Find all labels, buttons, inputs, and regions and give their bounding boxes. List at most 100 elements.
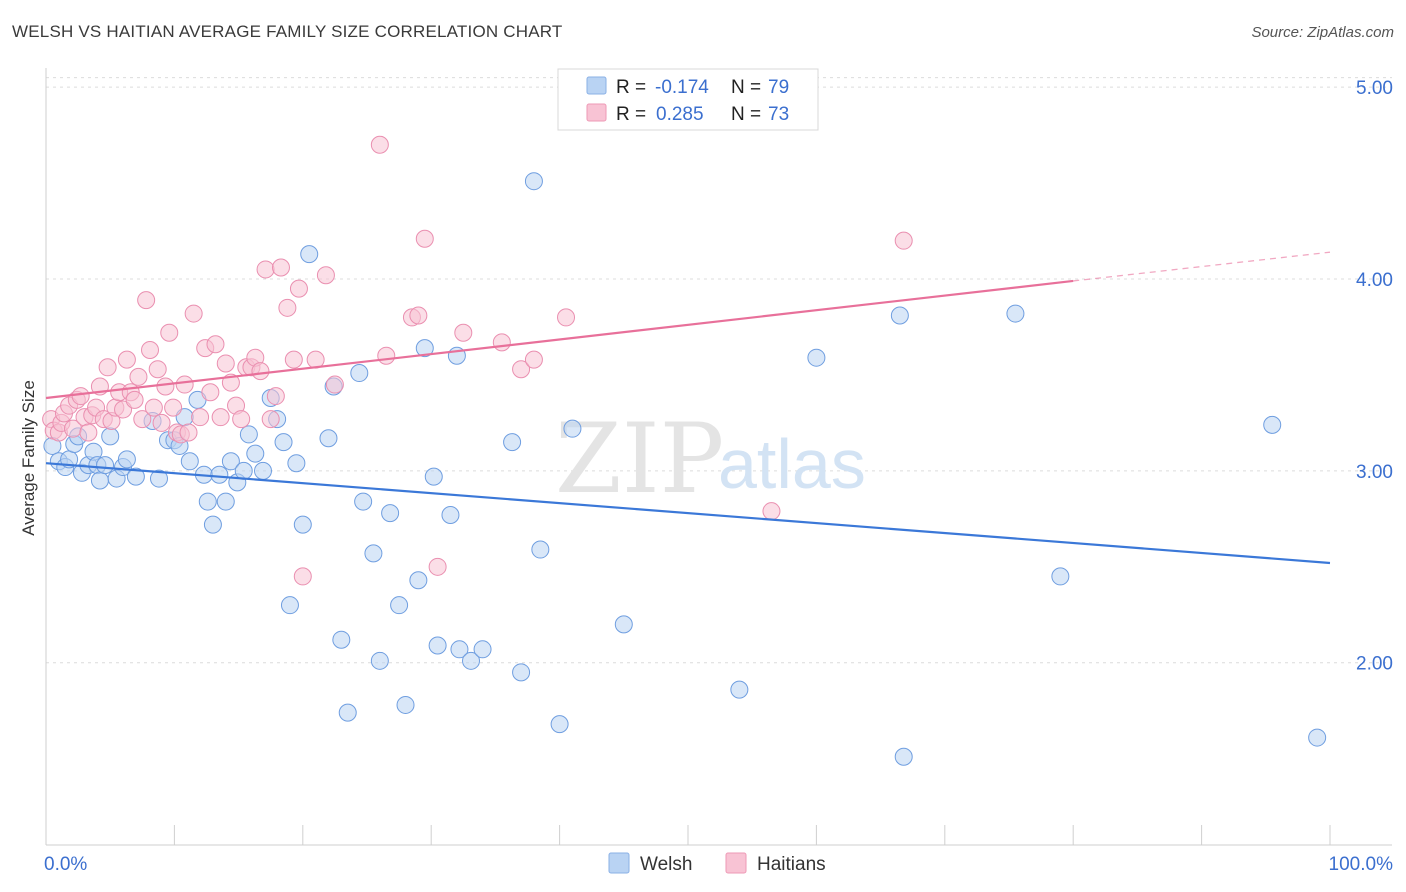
haitians-point [762, 502, 781, 521]
haitians-point [377, 346, 396, 365]
series-legend: Welsh Haitians [608, 852, 826, 875]
haitians-trend-line [45, 279, 1074, 400]
haitians-point [164, 398, 183, 417]
y-tick-label: 2.00 [1356, 654, 1393, 675]
haitians-point [409, 306, 428, 325]
welsh-point [614, 615, 633, 634]
legend-swatch-haitians [586, 103, 607, 122]
y-tick-label: 5.00 [1356, 78, 1393, 99]
haitians-trend-extension [1073, 251, 1331, 282]
haitians-points [42, 135, 913, 586]
haitians-point [894, 231, 913, 250]
haitians-point [557, 308, 576, 327]
y-axis-label: Average Family Size [19, 380, 38, 536]
welsh-point [441, 506, 460, 525]
haitians-point [160, 323, 179, 342]
haitians-point [271, 258, 290, 277]
haitians-point [512, 360, 531, 379]
haitians-point [191, 408, 210, 427]
haitians-point [148, 360, 167, 379]
welsh-point [462, 651, 481, 670]
welsh-point [350, 364, 369, 383]
welsh-point [1308, 728, 1327, 747]
welsh-point [117, 450, 136, 469]
welsh-point [563, 419, 582, 438]
x-tick-label: 0.0% [44, 854, 87, 875]
haitians-point [316, 266, 335, 285]
x-tick-label: 100.0% [1329, 854, 1394, 875]
legend-r-label-haitians: R = [616, 104, 646, 125]
series-legend-swatch-welsh [608, 852, 630, 874]
welsh-point [550, 715, 569, 734]
welsh-point [354, 492, 373, 511]
welsh-point [90, 471, 109, 490]
haitians-point [114, 400, 133, 419]
welsh-point [512, 663, 531, 682]
welsh-point [96, 456, 115, 475]
series-legend-swatch-haitians [725, 852, 747, 874]
legend-r-haitians: 0.285 [656, 104, 704, 125]
welsh-point [390, 596, 409, 615]
chart-title: WELSH VS HAITIAN AVERAGE FAMILY SIZE COR… [12, 22, 563, 41]
trend-lines [45, 251, 1331, 565]
welsh-point [807, 348, 826, 367]
series-legend-label-haitians: Haitians [757, 854, 826, 875]
haitians-point [156, 377, 175, 396]
tick-labels: 2.00 3.00 4.00 5.00 0.0% 100.0% [44, 78, 1393, 875]
haitians-point [152, 413, 171, 432]
welsh-point [149, 469, 168, 488]
welsh-point [180, 452, 199, 471]
welsh-point [293, 515, 312, 534]
welsh-point [253, 461, 272, 480]
haitians-point [133, 410, 152, 429]
haitians-point [428, 557, 447, 576]
welsh-point [473, 640, 492, 659]
source-label: Source: ZipAtlas.com [1251, 24, 1394, 41]
haitians-point [137, 291, 156, 310]
welsh-point [338, 703, 357, 722]
haitians-point [370, 135, 389, 154]
welsh-point [409, 571, 428, 590]
haitians-point [79, 423, 98, 442]
haitians-point [179, 423, 198, 442]
welsh-point [203, 515, 222, 534]
haitians-point [201, 383, 220, 402]
welsh-point [198, 492, 217, 511]
welsh-point [381, 504, 400, 523]
welsh-point [246, 444, 265, 463]
welsh-point [503, 433, 522, 452]
axes [45, 68, 1392, 846]
welsh-point [424, 467, 443, 486]
haitians-point [98, 358, 117, 377]
welsh-point [221, 452, 240, 471]
welsh-point [300, 245, 319, 264]
legend-n-haitians: 73 [768, 104, 789, 125]
haitians-point [278, 298, 297, 317]
haitians-point [71, 387, 90, 406]
welsh-point [101, 427, 120, 446]
welsh-point [210, 465, 229, 484]
welsh-point [280, 596, 299, 615]
welsh-point [890, 306, 909, 325]
haitians-point [261, 410, 280, 429]
welsh-point [319, 429, 338, 448]
welsh-point [126, 467, 145, 486]
haitians-point [125, 390, 144, 409]
welsh-point [274, 433, 293, 452]
legend-n-label-haitians: N = [731, 104, 761, 125]
haitians-point [232, 410, 251, 429]
legend-swatch-welsh [586, 76, 607, 95]
watermark-zip: ZIP [555, 403, 724, 515]
welsh-point [1006, 304, 1025, 323]
haitians-point [129, 367, 148, 386]
welsh-point [364, 544, 383, 563]
welsh-point [524, 172, 543, 191]
y-tick-label: 3.00 [1356, 462, 1393, 483]
haitians-point [211, 408, 230, 427]
legend-n-welsh: 79 [768, 77, 789, 98]
welsh-point [531, 540, 550, 559]
welsh-point [1051, 567, 1070, 586]
haitians-point [117, 350, 136, 369]
haitians-point [266, 387, 285, 406]
